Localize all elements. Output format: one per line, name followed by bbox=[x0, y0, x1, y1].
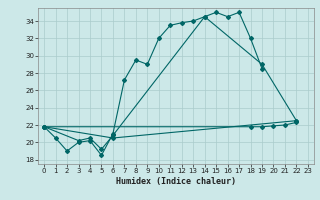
X-axis label: Humidex (Indice chaleur): Humidex (Indice chaleur) bbox=[116, 177, 236, 186]
